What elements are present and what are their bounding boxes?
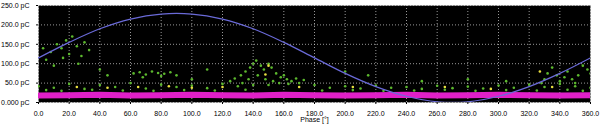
svg-text:200.0: 200.0 (336, 110, 354, 117)
svg-text:80.0: 80.0 (154, 110, 168, 117)
svg-text:260.0: 260.0 (428, 110, 446, 117)
svg-text:160.0: 160.0 (275, 110, 293, 117)
svg-text:60.0: 60.0 (124, 110, 138, 117)
svg-text:120.0: 120.0 (214, 110, 232, 117)
svg-text:0.000 pC: 0.000 pC (1, 99, 29, 107)
svg-text:300.0: 300.0 (490, 110, 508, 117)
svg-text:100.0 pC: 100.0 pC (1, 60, 29, 68)
svg-text:50.0 pC: 50.0 pC (5, 79, 30, 87)
svg-text:40.0: 40.0 (93, 110, 107, 117)
svg-text:220.0: 220.0 (367, 110, 385, 117)
svg-text:250.0 pC: 250.0 pC (1, 2, 29, 10)
svg-text:0.0: 0.0 (34, 110, 44, 117)
svg-text:180.0: 180.0 (305, 110, 324, 118)
svg-text:360.0: 360.0 (582, 110, 600, 117)
svg-text:340.0: 340.0 (551, 110, 569, 117)
svg-text:240.0: 240.0 (398, 110, 416, 117)
svg-text:320.0: 320.0 (520, 110, 538, 117)
svg-text:140.0: 140.0 (244, 110, 262, 117)
svg-text:280.0: 280.0 (459, 110, 477, 117)
svg-text:100.0: 100.0 (183, 110, 201, 117)
svg-text:150.0 pC: 150.0 pC (1, 41, 29, 49)
svg-text:Phase [°]: Phase [°] (300, 116, 329, 124)
svg-text:20.0: 20.0 (62, 110, 76, 117)
svg-text:200.0 pC: 200.0 pC (1, 21, 29, 29)
